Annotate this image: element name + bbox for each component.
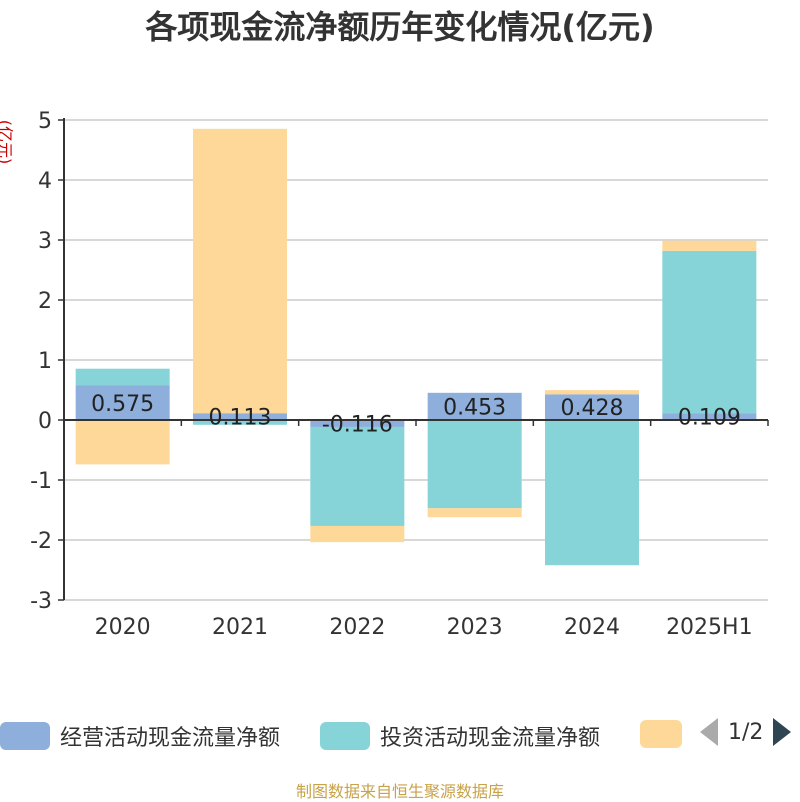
- bar-2022-series-1: [310, 426, 405, 526]
- x-tick-label: 2022: [329, 615, 385, 640]
- bar-2020-series-0: [75, 385, 170, 420]
- data-label: 0.453: [443, 395, 506, 420]
- data-label: 0.113: [209, 406, 272, 431]
- legend-pager: 1/2: [700, 718, 792, 746]
- data-label: 0.575: [91, 392, 154, 417]
- legend-swatch-investing: [320, 722, 370, 750]
- legend-swatch-third: [640, 720, 682, 748]
- legend-label-operating: 经营活动现金流量净额: [60, 726, 281, 751]
- y-tick-label: -1: [30, 469, 52, 494]
- bar-2024-series-2: [545, 390, 639, 395]
- legend-item-third[interactable]: [640, 720, 682, 748]
- x-tick-label: 2021: [212, 615, 268, 640]
- legend: 经营活动现金流量净额 投资活动现金流量净额 1/2: [0, 716, 800, 752]
- x-tick-label: 2025H1: [666, 615, 753, 640]
- legend-page-indicator: 1/2: [728, 719, 764, 745]
- bar-2025H1-series-2: [662, 240, 757, 251]
- legend-label-investing: 投资活动现金流量净额: [380, 726, 601, 751]
- chart-title: 各项现金流净额历年变化情况(亿元): [145, 8, 655, 46]
- bar-2022-series-0: [310, 420, 405, 427]
- y-tick-label: -2: [30, 529, 52, 554]
- bars: [75, 128, 757, 566]
- y-tick-label: 2: [38, 289, 52, 314]
- prev-page-icon[interactable]: [700, 718, 718, 746]
- bar-2024-series-0: [545, 394, 639, 420]
- y-tick-label: 4: [38, 169, 52, 194]
- bar-2021-series-2: [193, 128, 287, 414]
- bar-2023-series-0: [427, 392, 522, 420]
- y-tick-label: -3: [30, 589, 52, 614]
- bar-2020-series-2: [75, 420, 170, 465]
- bar-2021-series-0: [193, 413, 287, 420]
- data-label: 0.428: [561, 396, 624, 421]
- bar-2025H1-series-0: [662, 413, 757, 420]
- y-tick-label: 0: [38, 409, 52, 434]
- bar-chart: 5 4 3 2 1 0 -1 -2 -3 2020 2021 2022 2023 2024 2025H1 0…: [30, 109, 769, 640]
- axes: 5 4 3 2 1 0 -1 -2 -3 2020 2021 2022 2023 2024 2025H1: [30, 109, 769, 640]
- x-tick-label: 2023: [447, 615, 503, 640]
- data-labels: 0.575 0.113 -0.116 0.453 0.428 0.109: [91, 392, 741, 438]
- bar-2025H1-series-1: [662, 250, 757, 414]
- y-tick-label: 1: [38, 349, 52, 374]
- bar-2023-series-2: [427, 508, 522, 518]
- bar-2023-series-1: [427, 420, 522, 509]
- y-tick-label: 3: [38, 229, 52, 254]
- x-tick-label: 2020: [95, 615, 151, 640]
- data-label: 0.109: [678, 406, 741, 431]
- data-label: -0.116: [322, 412, 393, 437]
- bar-2022-series-2: [310, 525, 405, 543]
- data-source-note: 制图数据来自恒生聚源数据库: [295, 782, 504, 801]
- x-tick-label: 2024: [564, 615, 620, 640]
- legend-item-operating[interactable]: 经营活动现金流量净额: [0, 720, 280, 752]
- legend-item-investing[interactable]: 投资活动现金流量净额: [320, 720, 600, 752]
- bar-2020-series-1: [75, 368, 170, 386]
- legend-swatch-operating: [0, 722, 50, 750]
- bar-2021-series-1: [193, 420, 287, 425]
- next-page-icon[interactable]: [773, 718, 792, 746]
- y-tick-label: 5: [38, 109, 52, 134]
- bar-2024-series-1: [545, 420, 639, 566]
